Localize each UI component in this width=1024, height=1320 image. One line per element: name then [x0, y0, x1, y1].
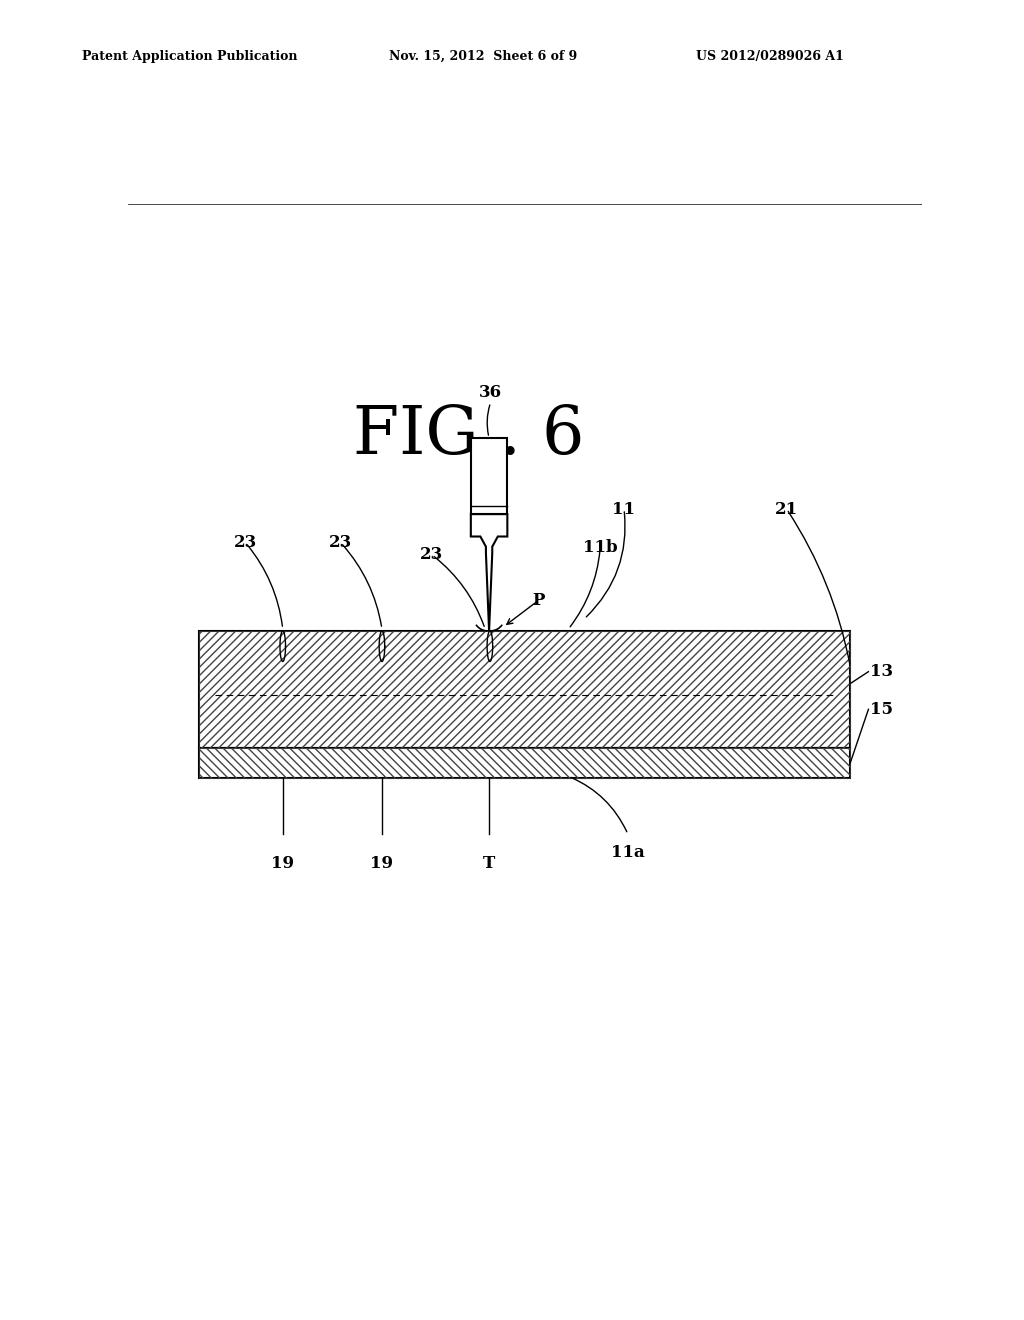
Text: T: T [483, 854, 496, 871]
Text: 11: 11 [612, 500, 636, 517]
Text: 36: 36 [479, 384, 502, 401]
Polygon shape [471, 515, 507, 631]
Text: 11b: 11b [583, 539, 617, 556]
Text: 23: 23 [233, 535, 257, 550]
Text: 15: 15 [870, 701, 893, 718]
Bar [200, 748, 850, 779]
Text: 23: 23 [329, 535, 352, 550]
Bar [471, 438, 507, 515]
Text: 19: 19 [271, 854, 294, 871]
Text: P: P [532, 593, 545, 609]
Bar [200, 631, 850, 748]
Text: 13: 13 [870, 663, 893, 680]
Bar [200, 631, 850, 748]
Text: 23: 23 [420, 546, 443, 564]
Text: Nov. 15, 2012  Sheet 6 of 9: Nov. 15, 2012 Sheet 6 of 9 [389, 50, 578, 63]
Text: 21: 21 [775, 500, 799, 517]
Text: 11a: 11a [611, 845, 645, 862]
Text: Patent Application Publication: Patent Application Publication [82, 50, 297, 63]
Text: US 2012/0289026 A1: US 2012/0289026 A1 [696, 50, 844, 63]
Text: FIG . 6: FIG . 6 [353, 403, 585, 467]
Text: 19: 19 [371, 854, 393, 871]
Bar [200, 748, 850, 779]
